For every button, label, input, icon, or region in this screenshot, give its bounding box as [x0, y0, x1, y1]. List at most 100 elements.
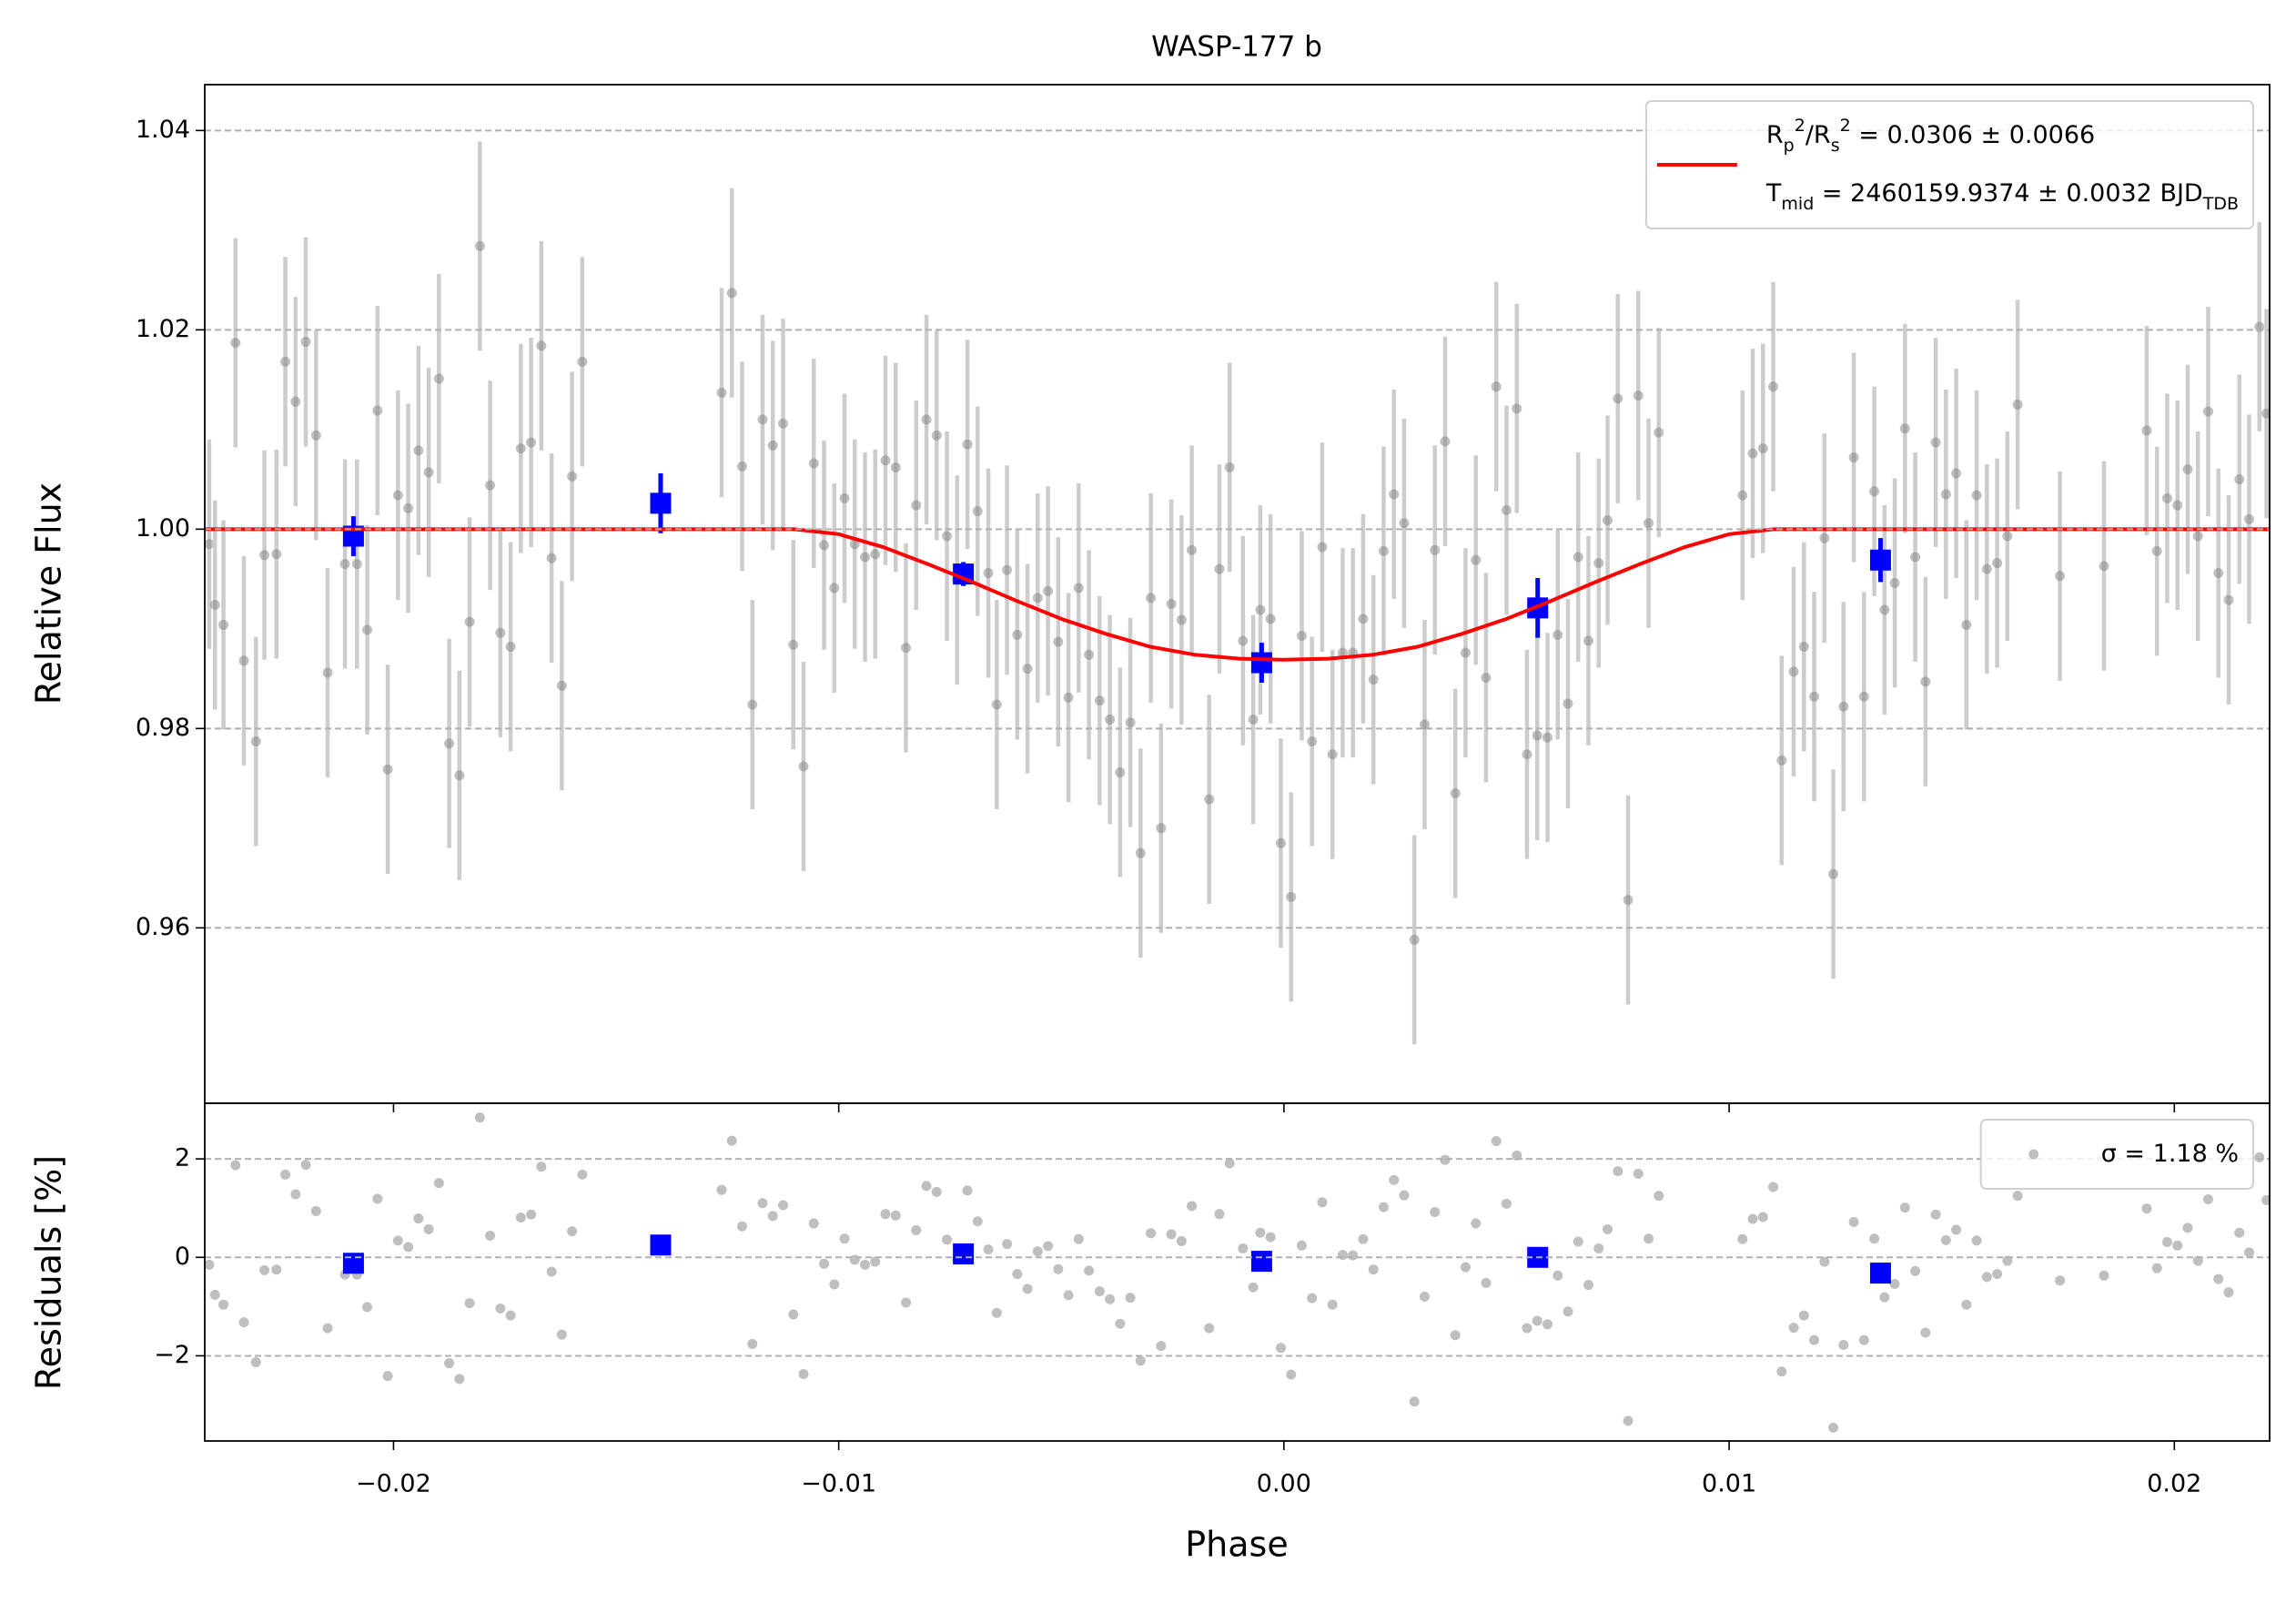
data-point [1848, 451, 1859, 462]
data-point [485, 1230, 496, 1241]
data-point [1084, 1265, 1095, 1276]
data-point [991, 1307, 1002, 1318]
data-point [444, 738, 455, 749]
data-point [1971, 1235, 1982, 1246]
data-point [1053, 636, 1064, 647]
data-point [2213, 1273, 2224, 1284]
x-axis-label: Phase [1185, 1525, 1288, 1565]
data-point [310, 1205, 321, 1216]
data-point [1633, 391, 1644, 401]
y-axis-label: Residuals [%] [29, 1155, 69, 1390]
data-point [1248, 714, 1259, 725]
data-point [1307, 1293, 1318, 1304]
data-point [942, 531, 953, 542]
data-point [1542, 732, 1553, 743]
data-point [1613, 393, 1623, 404]
data-point [870, 1256, 881, 1267]
data-point [1644, 1233, 1654, 1244]
data-point [890, 1210, 901, 1221]
data-point [757, 1198, 768, 1209]
axes-frame [204, 1102, 2271, 1442]
data-point [1940, 1234, 1951, 1245]
data-point [808, 458, 819, 469]
data-point [2192, 531, 2203, 542]
data-point [747, 699, 758, 710]
data-point [972, 506, 983, 517]
data-point [1286, 891, 1297, 902]
data-point [1176, 1235, 1187, 1246]
data-point [788, 1309, 799, 1320]
data-point [218, 619, 229, 630]
data-point [1501, 1198, 1512, 1209]
data-point [1073, 583, 1084, 594]
data-point [209, 600, 220, 611]
data-point [777, 418, 788, 429]
data-point [1798, 1310, 1809, 1321]
data-point [505, 1310, 516, 1321]
legend-box [1979, 1119, 2254, 1190]
data-point [1115, 1318, 1126, 1329]
data-point [505, 642, 516, 653]
data-point [474, 240, 485, 251]
data-point [819, 540, 830, 551]
data-point [798, 1368, 809, 1379]
data-point [1788, 1323, 1799, 1334]
data-point [250, 1356, 261, 1367]
data-point [536, 340, 547, 351]
data-point [767, 440, 778, 451]
data-point [1430, 1207, 1441, 1218]
data-point [205, 1259, 215, 1270]
data-point [1573, 1236, 1583, 1247]
data-point [1094, 695, 1105, 706]
data-point [2202, 1193, 2213, 1204]
data-point [911, 500, 922, 511]
data-point [1275, 837, 1286, 848]
data-point [1146, 593, 1157, 604]
data-point [808, 1218, 819, 1229]
data-point [1409, 1396, 1420, 1407]
data-point [1156, 823, 1167, 834]
data-point [2234, 474, 2245, 485]
data-point [1613, 1166, 1623, 1177]
data-point [726, 288, 737, 299]
data-point [1910, 1265, 1921, 1276]
data-point [1419, 1292, 1430, 1303]
data-point [1238, 1243, 1249, 1254]
data-point [1399, 1190, 1410, 1201]
data-point [1858, 691, 1869, 702]
data-point [1838, 701, 1849, 712]
data-point [1481, 672, 1492, 683]
data-point [1951, 468, 1962, 479]
data-point [1798, 642, 1809, 653]
data-point [1063, 692, 1074, 703]
data-point [2243, 1247, 2254, 1258]
data-point [290, 1189, 301, 1200]
binned-point [650, 492, 672, 514]
data-point [1204, 794, 1215, 805]
y-tick-label: 0.96 [136, 913, 190, 941]
data-point [1776, 1366, 1787, 1377]
data-point [271, 1264, 282, 1275]
data-point [1583, 1280, 1593, 1291]
data-point [1327, 749, 1338, 760]
data-point [526, 437, 537, 448]
data-point [2099, 1270, 2109, 1281]
data-point [392, 490, 403, 501]
binned-point [953, 1243, 975, 1264]
data-point [1553, 629, 1563, 640]
data-point [1623, 1415, 1633, 1426]
data-point [280, 356, 291, 367]
data-point [1115, 766, 1126, 777]
data-point [1532, 1315, 1542, 1326]
data-point [2151, 1263, 2162, 1273]
data-point [921, 1181, 932, 1192]
data-point [444, 1358, 455, 1369]
data-point [1471, 1218, 1482, 1229]
data-point [1809, 1334, 1820, 1345]
data-point [860, 1259, 871, 1270]
data-point [1747, 1213, 1758, 1224]
data-point [1105, 714, 1116, 725]
data-point [2223, 1287, 2234, 1298]
data-point [230, 1160, 241, 1171]
data-point [1910, 552, 1921, 563]
